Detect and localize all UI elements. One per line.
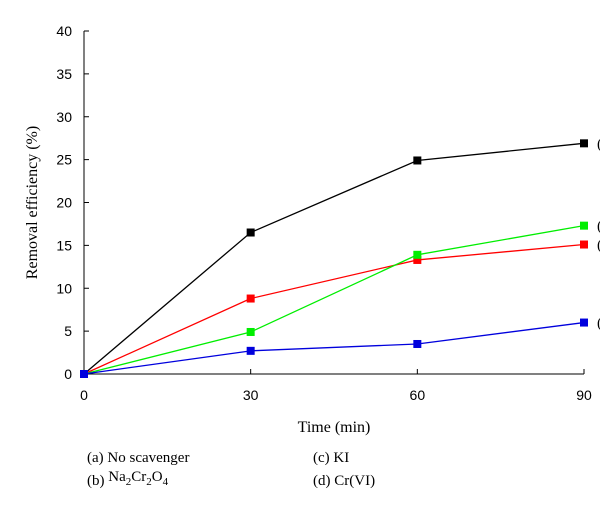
legend-item: (a) No scavenger xyxy=(87,450,189,466)
x-tick-label: 0 xyxy=(80,387,88,403)
legend-item: (d) Cr(VI) xyxy=(313,473,375,489)
data-point xyxy=(246,346,255,355)
data-point xyxy=(580,139,588,148)
y-tick-label: 25 xyxy=(56,152,72,168)
y-axis-title: Removal efficiency (%) xyxy=(24,126,41,279)
data-point xyxy=(246,228,255,237)
y-tick-label: 40 xyxy=(56,23,72,39)
data-point xyxy=(413,255,422,264)
data-point xyxy=(413,156,422,165)
x-tick-label: 90 xyxy=(576,387,592,403)
data-point xyxy=(413,339,422,348)
x-axis-title: Time (min) xyxy=(298,419,371,436)
series-line-3 xyxy=(83,321,585,375)
y-tick-label: 20 xyxy=(56,195,72,211)
series-end-label: (c) xyxy=(597,219,600,235)
data-point xyxy=(413,250,422,259)
data-point xyxy=(246,294,255,303)
series-line-0 xyxy=(83,142,585,375)
y-tick-label: 30 xyxy=(56,109,72,125)
y-tick-label: 0 xyxy=(64,366,72,382)
legend-item: (b) Na2Cr2O4 xyxy=(87,469,169,489)
x-tick-label: 60 xyxy=(410,387,426,403)
y-tick-label: 15 xyxy=(56,237,72,253)
series-line-2 xyxy=(83,225,585,375)
data-point xyxy=(580,240,588,249)
x-tick-label: 30 xyxy=(243,387,259,403)
series-end-label: (a) xyxy=(597,136,600,152)
y-tick-label: 35 xyxy=(56,66,72,82)
series-line-1 xyxy=(83,243,585,375)
y-tick-label: 5 xyxy=(64,323,72,339)
legend-item: (c) KI xyxy=(313,450,349,466)
series-end-label: (b) xyxy=(597,238,600,254)
series-end-label: (d) xyxy=(597,316,600,332)
data-point xyxy=(580,318,588,327)
data-point xyxy=(80,370,88,378)
data-point xyxy=(246,327,255,336)
y-tick-label: 10 xyxy=(56,280,72,296)
data-point xyxy=(580,221,588,230)
